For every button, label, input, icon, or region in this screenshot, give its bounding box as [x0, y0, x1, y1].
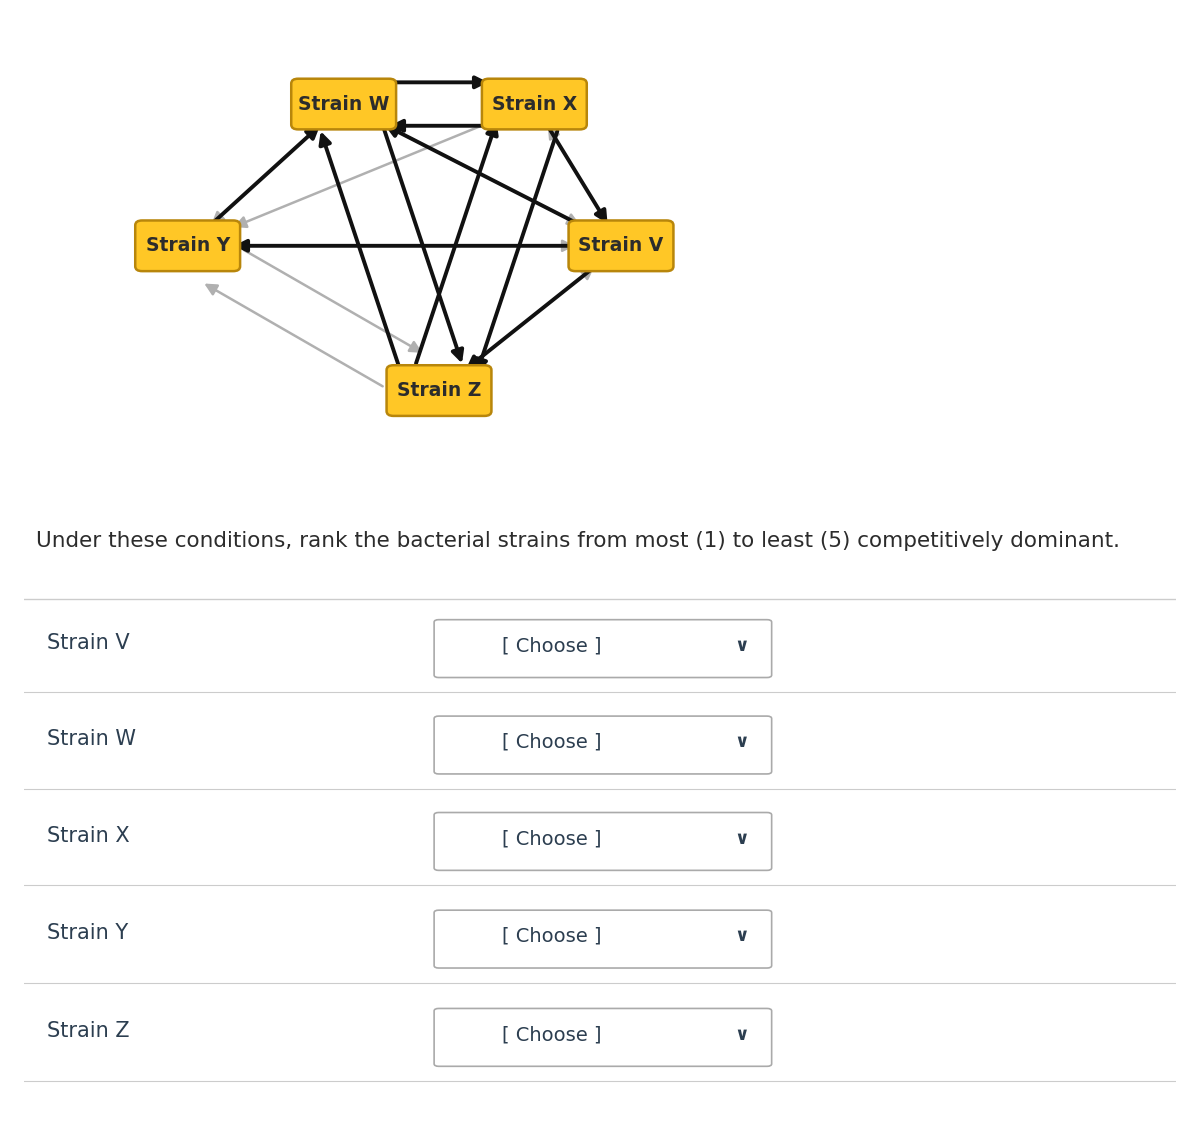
FancyBboxPatch shape — [136, 221, 240, 271]
FancyBboxPatch shape — [434, 910, 772, 968]
Text: ∨: ∨ — [734, 830, 749, 847]
Text: Strain X: Strain X — [492, 95, 577, 113]
Text: [ Choose ]: [ Choose ] — [502, 637, 601, 655]
Text: Strain W: Strain W — [298, 95, 389, 113]
FancyBboxPatch shape — [386, 365, 492, 416]
Text: [ Choose ]: [ Choose ] — [502, 926, 601, 946]
Text: ∨: ∨ — [734, 733, 749, 751]
Text: Strain X: Strain X — [47, 826, 130, 846]
FancyBboxPatch shape — [434, 1009, 772, 1067]
Text: Strain Y: Strain Y — [47, 923, 128, 943]
Text: Strain W: Strain W — [47, 729, 136, 749]
Text: Under these conditions, rank the bacterial strains from most (1) to least (5) co: Under these conditions, rank the bacteri… — [36, 530, 1120, 551]
Text: ∨: ∨ — [734, 637, 749, 655]
FancyBboxPatch shape — [569, 221, 673, 271]
FancyBboxPatch shape — [434, 620, 772, 677]
Text: [ Choose ]: [ Choose ] — [502, 1025, 601, 1044]
Text: ∨: ∨ — [734, 927, 749, 946]
Text: Strain Y: Strain Y — [145, 236, 229, 256]
Text: Strain V: Strain V — [578, 236, 664, 256]
Text: ∨: ∨ — [734, 1026, 749, 1044]
Text: [ Choose ]: [ Choose ] — [502, 829, 601, 848]
FancyBboxPatch shape — [434, 716, 772, 774]
FancyBboxPatch shape — [292, 79, 396, 129]
Text: [ Choose ]: [ Choose ] — [502, 733, 601, 752]
FancyBboxPatch shape — [434, 812, 772, 871]
Text: Strain Z: Strain Z — [397, 381, 481, 400]
Text: Strain V: Strain V — [47, 632, 130, 653]
FancyBboxPatch shape — [482, 79, 587, 129]
Text: Strain Z: Strain Z — [47, 1021, 130, 1042]
